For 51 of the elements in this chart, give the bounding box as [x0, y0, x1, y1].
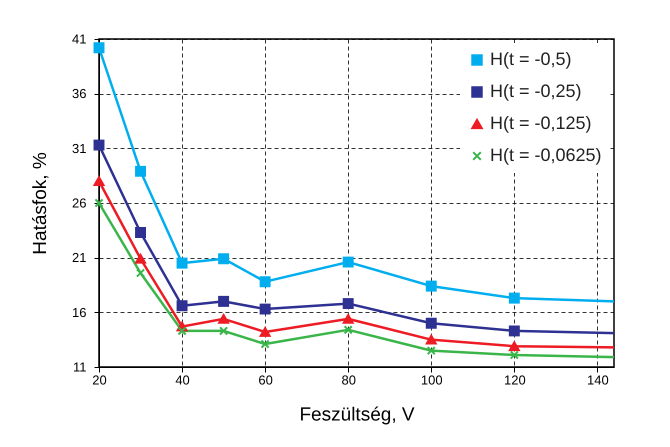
point — [219, 326, 228, 336]
x-tick-label: 120 — [504, 372, 526, 388]
point — [218, 296, 230, 307]
point — [342, 314, 354, 324]
point — [94, 140, 104, 151]
y-axis-title: Hatásfok, % — [30, 152, 52, 255]
point — [260, 276, 271, 288]
y-tick-label: 26 — [72, 196, 86, 210]
legend-label: H(t = -0,25) — [490, 81, 582, 101]
y-tick-label: 36 — [72, 86, 86, 102]
y-tick-label: 41 — [72, 32, 86, 46]
point — [426, 334, 437, 345]
point — [177, 326, 187, 336]
point — [508, 341, 520, 352]
x-tick-label: 80 — [341, 372, 356, 388]
point — [508, 292, 520, 304]
point — [342, 256, 354, 268]
point — [94, 176, 104, 186]
x-tick-label: 40 — [175, 372, 190, 388]
point — [426, 318, 437, 329]
x-tick-label: 60 — [258, 372, 273, 388]
point — [260, 327, 271, 337]
point — [260, 304, 271, 315]
point — [426, 346, 436, 356]
y-tick-label: 16 — [72, 304, 86, 320]
point — [426, 280, 437, 292]
point — [218, 253, 230, 264]
point — [136, 268, 146, 278]
legend-label: H(t = -0,5) — [490, 49, 572, 69]
y-tick-label: 31 — [72, 140, 86, 156]
y-tick-label: 21 — [72, 250, 86, 266]
point — [342, 298, 354, 310]
point — [218, 314, 230, 324]
x-tick-label: 20 — [92, 372, 107, 388]
point — [135, 227, 146, 238]
point — [510, 350, 519, 360]
point — [94, 42, 104, 54]
point — [260, 339, 270, 349]
point — [176, 258, 188, 269]
point — [176, 300, 188, 312]
point — [135, 166, 146, 177]
point — [344, 325, 353, 334]
x-tick-label: 140 — [587, 372, 609, 388]
point — [135, 254, 146, 264]
legend-label: H(t = -0,125) — [490, 113, 592, 133]
point — [94, 198, 104, 208]
x-axis-title: Feszültség, V — [299, 404, 415, 426]
x-tick-label: 100 — [420, 372, 443, 388]
point — [508, 325, 520, 336]
legend-label: H(t = -0,0625) — [490, 145, 602, 165]
y-tick-label: 11 — [73, 360, 86, 374]
